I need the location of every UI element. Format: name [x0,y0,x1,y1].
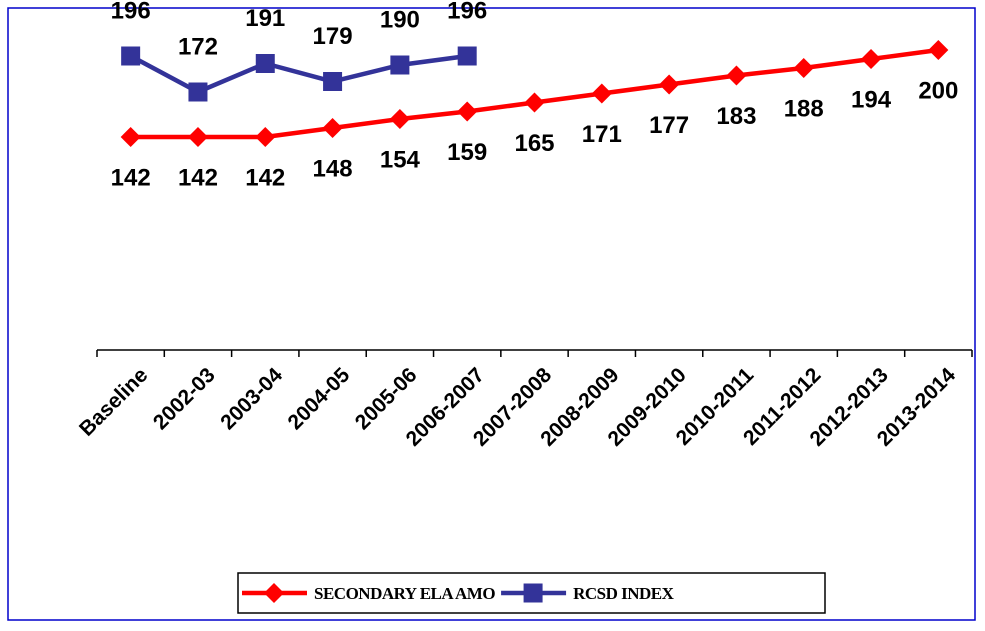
point [322,118,343,138]
point [523,583,543,603]
data-label: 190 [380,6,420,33]
point [591,83,612,104]
data-label: 191 [245,5,285,32]
data-label: 194 [851,86,892,113]
chart-border [7,7,976,621]
point [390,55,410,75]
data-label: 188 [784,95,824,122]
point [861,49,882,69]
data-label: 196 [111,0,151,24]
point [264,583,284,603]
legend-label: RCSD INDEX [573,584,675,603]
point [659,74,680,95]
data-label: 172 [178,33,218,60]
point [323,72,343,91]
point [928,40,949,60]
point [188,82,208,102]
data-label: 154 [380,146,421,173]
data-label: 148 [313,155,353,182]
series-line [129,53,468,95]
data-label: 142 [111,164,151,191]
data-label: 171 [582,121,622,148]
data-label: 183 [716,103,756,130]
point [457,101,478,122]
data-label: 165 [514,130,554,157]
data-label: 177 [649,112,689,139]
point [389,109,410,129]
data-label: 179 [313,23,353,50]
point [121,46,141,66]
point [457,46,477,66]
data-label: 196 [447,0,487,24]
point [255,127,276,147]
data-label: 200 [918,77,958,104]
point [255,54,275,73]
point [120,127,141,147]
data-label: 142 [178,164,218,191]
point [793,58,814,78]
point [524,92,545,113]
point [187,127,208,147]
data-label: 142 [245,164,285,191]
legend-label: SECONDARY ELA AMO [314,584,495,603]
point [726,65,747,86]
data-label: 159 [447,139,487,166]
